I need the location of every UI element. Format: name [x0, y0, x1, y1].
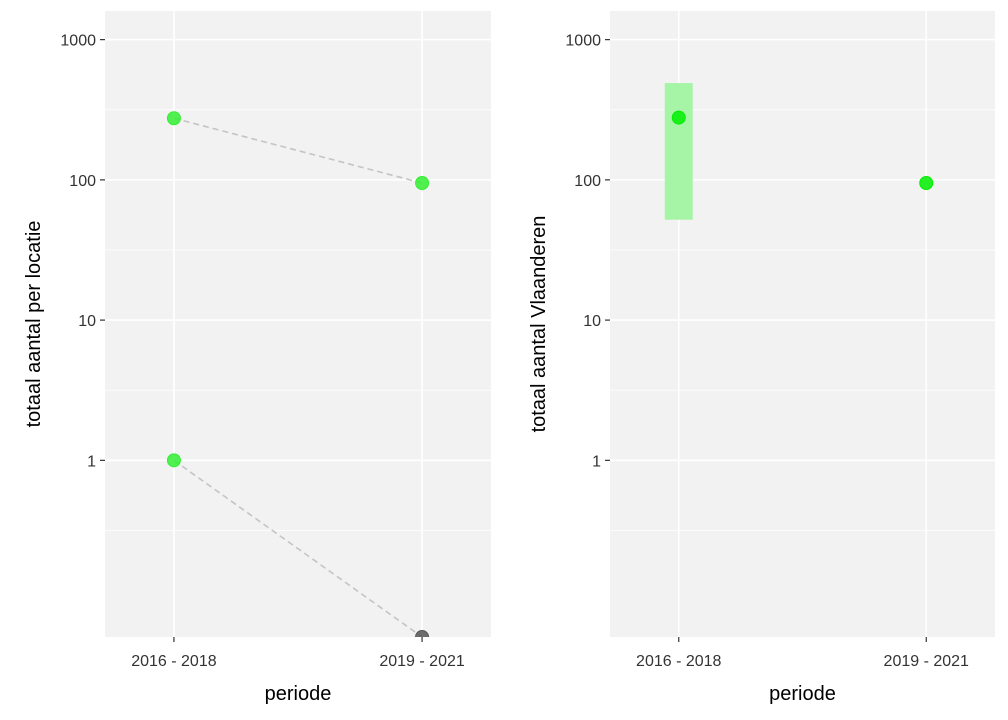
data-point [671, 110, 686, 125]
chart-panel-1: 1 10 100 1000 2016 - 2018 2019 - 2021 periode t… [23, 11, 491, 705]
chart-panel-2: 1 10 100 1000 2016 - 2018 2019 - 2021 periode t… [528, 11, 995, 705]
interval-band [664, 83, 693, 220]
x-axis-title: periode [265, 683, 332, 705]
y-tick-label: 100 [69, 173, 96, 190]
connector-line [173, 117, 423, 184]
data-point [919, 175, 934, 190]
y-tick-label: 1000 [565, 33, 601, 50]
y-tick-label: 1000 [60, 33, 96, 50]
y-axis-title: totaal aantal per locatie [23, 221, 45, 428]
data-point [415, 630, 430, 637]
y-tick-label: 10 [78, 313, 96, 330]
data-point [415, 175, 430, 190]
x-tick-label: 2019 - 2021 [379, 653, 465, 670]
data-marks [166, 111, 430, 637]
x-tick-label: 2016 - 2018 [131, 653, 217, 670]
y-tick-label: 100 [574, 173, 601, 190]
data-marks [664, 83, 934, 220]
y-tick-label: 1 [592, 453, 601, 470]
plot-background [105, 11, 491, 637]
x-tick-label: 2016 - 2018 [636, 653, 722, 670]
y-tick-label: 1 [87, 453, 96, 470]
x-axis-title: periode [769, 683, 836, 705]
x-tick-label: 2019 - 2021 [884, 653, 970, 670]
data-point [166, 453, 181, 468]
y-axis-title: totaal aantal Vlaanderen [528, 216, 550, 433]
connector-line [173, 459, 423, 637]
y-tick-label: 10 [583, 313, 601, 330]
data-point [166, 111, 181, 126]
